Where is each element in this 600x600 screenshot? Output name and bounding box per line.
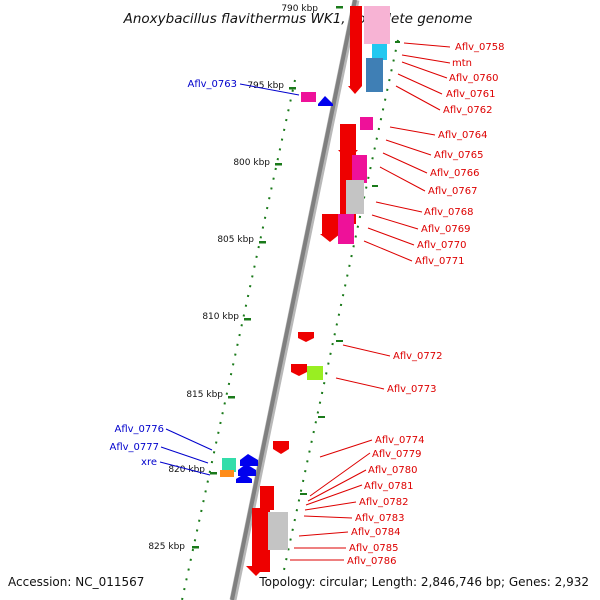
gene-label-aflv-0771[interactable]: Aflv_0771 bbox=[415, 256, 465, 267]
scale-label-800: 800 kbp bbox=[233, 158, 270, 168]
gene-block-magenta-lower bbox=[338, 214, 354, 244]
gene-label-aflv-0769[interactable]: Aflv_0769 bbox=[421, 224, 471, 235]
scale-tick-795 bbox=[289, 87, 296, 90]
gene-label-aflv-0777[interactable]: Aflv_0777 bbox=[109, 442, 159, 453]
gene-label-aflv-0767[interactable]: Aflv_0767 bbox=[428, 186, 478, 197]
gene-block-teal bbox=[222, 458, 236, 472]
gene-block-orange bbox=[220, 470, 234, 477]
genome-backbone bbox=[230, 0, 357, 600]
scale-tick-820 bbox=[210, 472, 217, 475]
scale-tick-810 bbox=[244, 318, 251, 321]
gene-arrow-0776-blue bbox=[240, 454, 258, 466]
outer-dotted-ring bbox=[283, 39, 399, 571]
gene-arrow-0772 bbox=[298, 332, 314, 342]
gene-arrow-0773-red bbox=[291, 364, 307, 376]
scale-label-810: 810 kbp bbox=[202, 312, 239, 322]
gene-label-aflv-0786[interactable]: Aflv_0786 bbox=[347, 556, 397, 567]
gene-arrow-xre-blue bbox=[236, 474, 252, 483]
gene-label-aflv-0758[interactable]: Aflv_0758 bbox=[455, 42, 505, 53]
gene-block-magenta-mid bbox=[352, 155, 367, 183]
gene-block-red-upper bbox=[350, 6, 362, 86]
forward-gene-blocks bbox=[246, 6, 390, 576]
scale-tick-805 bbox=[259, 241, 266, 244]
gene-label-aflv-0776[interactable]: Aflv_0776 bbox=[114, 424, 164, 435]
reverse-gene-labels: Aflv_0763 Aflv_0776 Aflv_0777 xre bbox=[109, 79, 237, 468]
scale-label-825: 825 kbp bbox=[148, 542, 185, 552]
gene-block-lime bbox=[307, 366, 323, 380]
gene-label-aflv-0774[interactable]: Aflv_0774 bbox=[375, 435, 425, 446]
gene-block-cyan bbox=[372, 44, 387, 60]
gene-block-pink-top bbox=[364, 6, 390, 44]
gene-arrow-0763-blue bbox=[318, 96, 333, 106]
forward-gene-labels: Aflv_0758 mtn Aflv_0760 Aflv_0761 Aflv_0… bbox=[347, 42, 505, 567]
gene-arrow-0762 bbox=[348, 86, 362, 94]
gene-label-aflv-0779[interactable]: Aflv_0779 bbox=[372, 449, 422, 460]
scale-tick-800 bbox=[275, 163, 282, 166]
gene-arrow-0777-blue bbox=[238, 464, 256, 476]
gene-label-aflv-0780[interactable]: Aflv_0780 bbox=[368, 465, 418, 476]
gene-label-aflv-0784[interactable]: Aflv_0784 bbox=[351, 527, 401, 538]
gene-label-aflv-0765[interactable]: Aflv_0765 bbox=[434, 150, 484, 161]
scale-label-820: 820 kbp bbox=[168, 465, 205, 475]
scale-label-805: 805 kbp bbox=[217, 235, 254, 245]
gene-block-grey-lower bbox=[268, 512, 288, 550]
scale-tick-825 bbox=[192, 546, 199, 549]
gene-label-aflv-0768[interactable]: Aflv_0768 bbox=[424, 207, 474, 218]
gene-label-aflv-0761[interactable]: Aflv_0761 bbox=[446, 89, 496, 100]
scale-label-790: 790 kbp bbox=[281, 4, 318, 14]
scale-tick-790 bbox=[336, 6, 343, 9]
gene-arrow-0765 bbox=[338, 150, 358, 160]
gene-label-aflv-0783[interactable]: Aflv_0783 bbox=[355, 513, 405, 524]
scale-tick-815 bbox=[228, 396, 235, 399]
gene-block-magenta-0764 bbox=[360, 117, 373, 130]
scale-label-815: 815 kbp bbox=[186, 390, 223, 400]
forward-leader-lines bbox=[290, 42, 451, 561]
gene-arrow-0786 bbox=[246, 566, 266, 576]
accession-text: Accession: NC_011567 bbox=[8, 575, 144, 589]
gene-label-mtn[interactable]: mtn bbox=[452, 58, 472, 69]
gene-label-xre[interactable]: xre bbox=[141, 457, 157, 468]
gene-label-aflv-0760[interactable]: Aflv_0760 bbox=[449, 73, 499, 84]
gene-block-steel bbox=[366, 58, 383, 92]
gene-label-aflv-0766[interactable]: Aflv_0766 bbox=[430, 168, 480, 179]
gene-label-aflv-0763[interactable]: Aflv_0763 bbox=[187, 79, 237, 90]
gene-block-grey bbox=[346, 180, 364, 214]
gene-label-aflv-0772[interactable]: Aflv_0772 bbox=[393, 351, 443, 362]
gene-block-red-cluster bbox=[252, 508, 270, 572]
gene-label-aflv-0785[interactable]: Aflv_0785 bbox=[349, 543, 399, 554]
gene-label-aflv-0782[interactable]: Aflv_0782 bbox=[359, 497, 409, 508]
gene-label-aflv-0764[interactable]: Aflv_0764 bbox=[438, 130, 488, 141]
scale-label-795: 795 kbp bbox=[247, 81, 284, 91]
scale-ticks: 790 kbp 795 kbp 800 kbp 805 kbp 810 kbp … bbox=[148, 4, 343, 552]
gene-label-aflv-0770[interactable]: Aflv_0770 bbox=[417, 240, 467, 251]
gene-label-aflv-0781[interactable]: Aflv_0781 bbox=[364, 481, 414, 492]
gene-arrow-0774 bbox=[273, 441, 289, 454]
reverse-leader-lines bbox=[159, 83, 300, 476]
gene-label-aflv-0762[interactable]: Aflv_0762 bbox=[443, 105, 493, 116]
genome-summary-text: Topology: circular; Length: 2,846,746 bp… bbox=[258, 575, 589, 589]
gene-arrow-0771 bbox=[320, 234, 340, 242]
gene-block-red-lower bbox=[322, 214, 338, 234]
gene-arrow-0763-magenta bbox=[301, 92, 316, 102]
outer-ring-ticks bbox=[300, 41, 400, 495]
reverse-gene-blocks bbox=[220, 92, 333, 483]
gene-arrows-cluster bbox=[260, 486, 274, 510]
gene-label-aflv-0773[interactable]: Aflv_0773 bbox=[387, 384, 437, 395]
